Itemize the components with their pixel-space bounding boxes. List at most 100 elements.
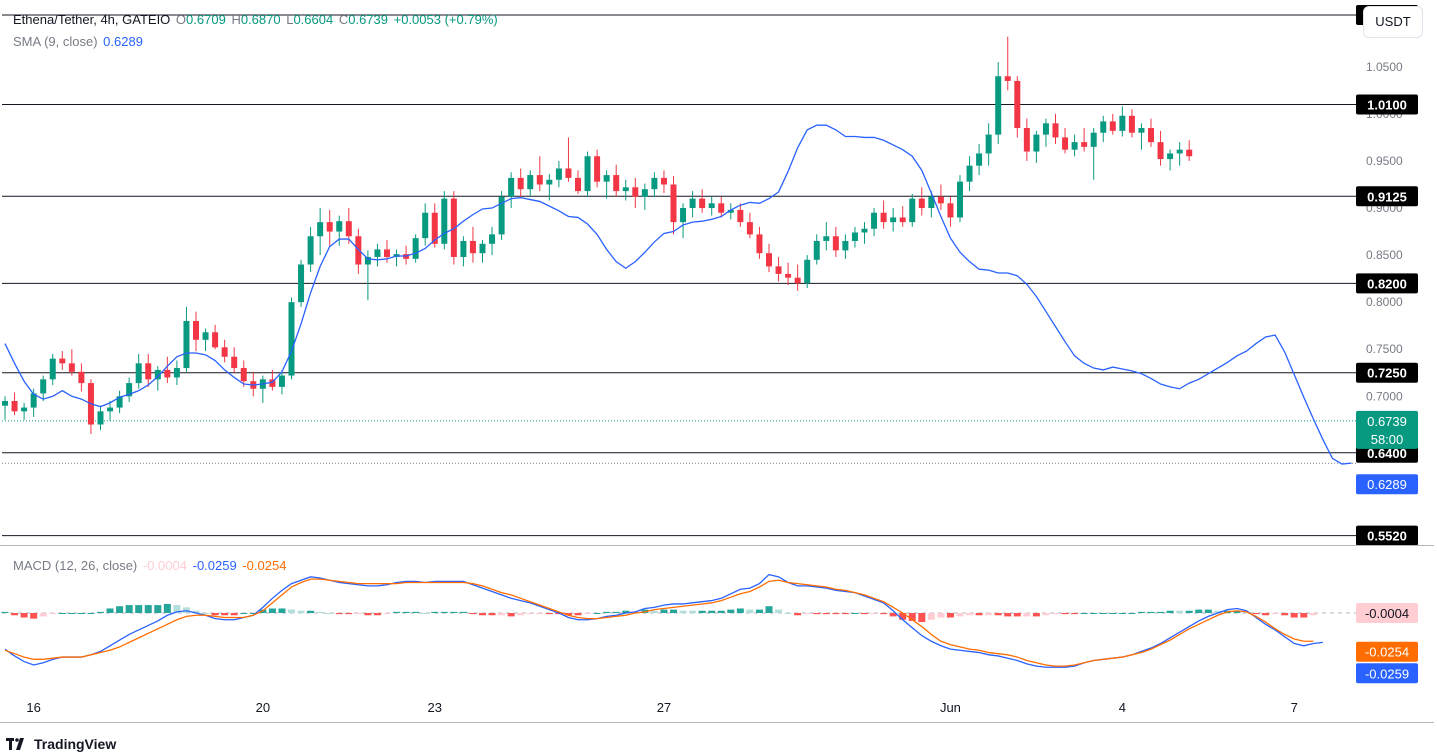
macd-histogram-bar xyxy=(1052,613,1059,615)
candle xyxy=(489,226,496,256)
candle-body xyxy=(450,198,457,257)
candle xyxy=(880,200,887,229)
macd-histogram-bar xyxy=(354,613,362,615)
macd-histogram-bar xyxy=(173,605,181,613)
candle-body xyxy=(1023,128,1030,152)
candle-body xyxy=(173,368,180,378)
candle xyxy=(660,170,667,193)
level-price-label: 0.9125 xyxy=(1356,186,1418,207)
candle-body xyxy=(699,198,706,209)
level-price-label-bg xyxy=(1356,186,1418,207)
candle xyxy=(1186,140,1193,161)
candle xyxy=(441,191,448,250)
price-axis: 0.65000.70000.75000.80000.85000.90000.95… xyxy=(1366,60,1403,451)
pane-separator[interactable] xyxy=(0,545,1434,546)
ohlc-legend: Ethena/Tether, 4h, GATEIO O0.6709 H0.687… xyxy=(13,12,500,27)
macd-histogram-bar xyxy=(908,613,916,621)
candle xyxy=(40,375,47,401)
macd-histogram-bar xyxy=(383,613,391,615)
candle-body xyxy=(489,234,496,244)
candle xyxy=(97,405,104,431)
candle-body xyxy=(508,177,515,197)
candle xyxy=(68,349,75,376)
macd-histogram-bar xyxy=(1061,613,1069,615)
candle xyxy=(832,226,839,257)
macd-histogram-bar xyxy=(517,613,525,616)
candle xyxy=(336,215,343,246)
candle-body xyxy=(727,209,734,213)
change-value: +0.0053 (+0.79%) xyxy=(393,12,498,27)
candle-body xyxy=(976,153,983,166)
macd-histogram-bar xyxy=(39,613,47,617)
macd-histogram-bar xyxy=(30,613,38,619)
candle xyxy=(317,208,324,256)
candle-body xyxy=(68,363,75,372)
tradingview-brand[interactable]: TradingView xyxy=(6,736,116,752)
y-tick-label: 0.8000 xyxy=(1366,295,1403,309)
macd-histogram-bar xyxy=(316,611,324,613)
candle-body xyxy=(1167,153,1174,160)
currency-button[interactable]: USDT xyxy=(1363,6,1423,38)
macd-histogram-bar xyxy=(603,611,611,613)
high-key: H xyxy=(231,12,241,27)
candle-body xyxy=(737,209,744,223)
candle-body xyxy=(135,363,142,384)
macd-histogram-bar xyxy=(670,609,677,613)
candle xyxy=(575,170,581,194)
macd-histogram-bar xyxy=(775,609,783,613)
sma-price-label: 0.6289 xyxy=(1356,474,1418,495)
candle xyxy=(1062,128,1069,154)
candle-body xyxy=(546,179,553,185)
level-price-label: 0.8200 xyxy=(1356,273,1418,294)
candle-body xyxy=(288,302,295,376)
macd-histogram-bar xyxy=(278,608,286,613)
candle-body xyxy=(97,411,104,425)
candle xyxy=(1119,106,1126,137)
candle-body xyxy=(918,198,925,209)
candle-body xyxy=(842,240,849,251)
candle-body xyxy=(603,175,610,182)
macd-histogram-bar xyxy=(698,610,706,613)
candle xyxy=(928,191,935,218)
candle-body xyxy=(1128,115,1135,133)
macd-histogram-bar xyxy=(221,613,229,616)
macd-histogram-bar xyxy=(794,613,802,616)
candle xyxy=(307,226,314,273)
candle xyxy=(899,206,906,227)
candle-body xyxy=(212,332,219,348)
candle xyxy=(584,151,591,197)
macd-histogram-bar xyxy=(488,613,496,616)
macd-histogram-bar xyxy=(545,613,553,615)
candle xyxy=(1128,109,1135,138)
symbol-label[interactable]: Ethena/Tether, 4h, GATEIO xyxy=(13,12,171,27)
macd-histogram-bar xyxy=(230,613,238,616)
macd-histogram-bar xyxy=(77,613,85,614)
candle xyxy=(995,62,1002,145)
macd-histogram-bar xyxy=(870,613,878,615)
brand-name: TradingView xyxy=(34,736,117,752)
macd-histogram-bar xyxy=(832,613,840,615)
macd-signal-axis-label-text: -0.0254 xyxy=(1365,645,1409,660)
candle-body xyxy=(183,320,190,369)
macd-histogram-bar xyxy=(1137,611,1145,613)
candle-body xyxy=(813,240,820,260)
candle xyxy=(966,156,973,192)
candle xyxy=(2,396,8,420)
level-price-label-text: 0.9125 xyxy=(1367,189,1407,204)
candle xyxy=(718,196,725,218)
candle-body xyxy=(2,400,8,406)
sma-legend[interactable]: SMA (9, close) 0.6289 xyxy=(13,34,145,49)
macd-legend[interactable]: MACD (12, 26, close) -0.0004 -0.0259 -0.… xyxy=(13,558,288,573)
candle xyxy=(756,226,763,259)
macd-histogram-bar xyxy=(393,611,401,613)
macd-histogram-bar xyxy=(307,610,315,613)
level-price-label-bg xyxy=(1356,362,1418,383)
candle-body xyxy=(785,273,792,278)
candle xyxy=(823,222,830,251)
candle xyxy=(1052,113,1059,145)
candle-body xyxy=(689,198,696,209)
candlesticks xyxy=(2,36,1193,434)
candle-body xyxy=(1148,128,1154,143)
macd-histogram-bar xyxy=(1281,613,1289,616)
